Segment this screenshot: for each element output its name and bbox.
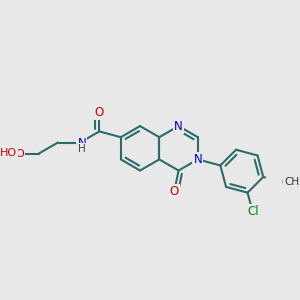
Text: CH₃: CH₃	[284, 177, 300, 188]
Text: N: N	[194, 153, 202, 166]
Text: N: N	[174, 120, 183, 133]
Text: HO: HO	[0, 148, 17, 158]
Text: O: O	[95, 106, 104, 119]
Text: H: H	[78, 144, 86, 154]
Text: O: O	[169, 185, 179, 198]
Text: O: O	[15, 149, 24, 159]
Text: O: O	[282, 176, 291, 189]
Text: N: N	[77, 137, 86, 150]
Text: Cl: Cl	[247, 206, 259, 218]
